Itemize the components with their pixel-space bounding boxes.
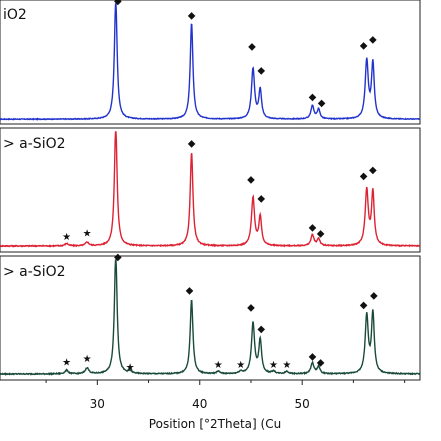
diamond-marker: ◆ [318,98,326,109]
panel-3-markers: ◆◆◆◆◆◆◆◆★ ★★ ★ ★ ★ ★ [62,252,378,373]
diamond-marker: ◆ [247,302,255,313]
x-tick-label: 30 [90,397,105,411]
diamond-marker: ◆ [309,352,317,363]
diamond-marker: ◆ [369,34,377,45]
diamond-marker: ◆ [114,0,122,7]
x-ticks: 30 40 50 [45,380,406,411]
diamond-marker: ◆ [360,300,368,311]
diamond-marker: ◆ [309,92,317,103]
panel-3-label: > a-SiO2 [3,264,66,280]
diamond-marker: ◆ [369,165,377,176]
diamond-marker: ◆ [186,286,194,297]
star-marker: ★ [269,360,278,371]
diamond-marker: ◆ [309,222,317,233]
x-tick-label: 50 [295,397,310,411]
x-axis: 30 40 50 Position [°2Theta] (Cu [45,380,406,431]
panel-2-markers: ◆◆◆◆◆◆◆★ ★ [62,138,377,243]
panel-1-label: iO2 [3,7,27,23]
diamond-marker: ◆ [370,290,378,301]
star-marker: ★ [236,360,245,371]
star-marker: ★ [83,228,92,239]
star-marker: ★ [282,360,291,371]
diamond-marker: ◆ [257,194,265,205]
star-marker: ★ [62,358,71,369]
diamond-marker: ◆ [317,358,325,369]
diamond-marker: ◆ [188,10,196,21]
panel-1: iO2 ◆◆◆◆◆◆◆◆ [0,0,421,125]
panel-3-frame [0,255,421,381]
panel-3-trace [0,259,421,376]
x-axis-title: Position [°2Theta] (Cu [149,417,281,431]
star-marker: ★ [83,354,92,365]
panel-2-label: > a-SiO2 [3,136,66,152]
diamond-marker: ◆ [360,40,368,51]
x-tick-label: 40 [192,397,207,411]
star-marker: ★ [126,362,135,373]
panel-3: > a-SiO2 ◆◆◆◆◆◆◆◆★ ★★ ★ ★ ★ ★ [0,252,421,381]
panel-1-trace [0,3,421,121]
star-marker: ★ [62,232,71,243]
panel-2: > a-SiO2 ◆◆◆◆◆◆◆★ ★ [0,127,421,253]
panel-2-trace [0,131,421,248]
diamond-marker: ◆ [114,252,122,263]
diamond-marker: ◆ [317,228,325,239]
panel-2-frame [0,127,421,253]
diamond-marker: ◆ [188,138,196,149]
panel-1-frame [0,0,421,125]
diamond-marker: ◆ [257,66,265,77]
diamond-marker: ◆ [257,324,265,335]
star-marker: ★ [214,360,223,371]
diamond-marker: ◆ [360,171,368,182]
diamond-marker: ◆ [247,174,255,185]
panel-1-markers: ◆◆◆◆◆◆◆◆ [114,0,377,109]
diamond-marker: ◆ [248,42,256,53]
